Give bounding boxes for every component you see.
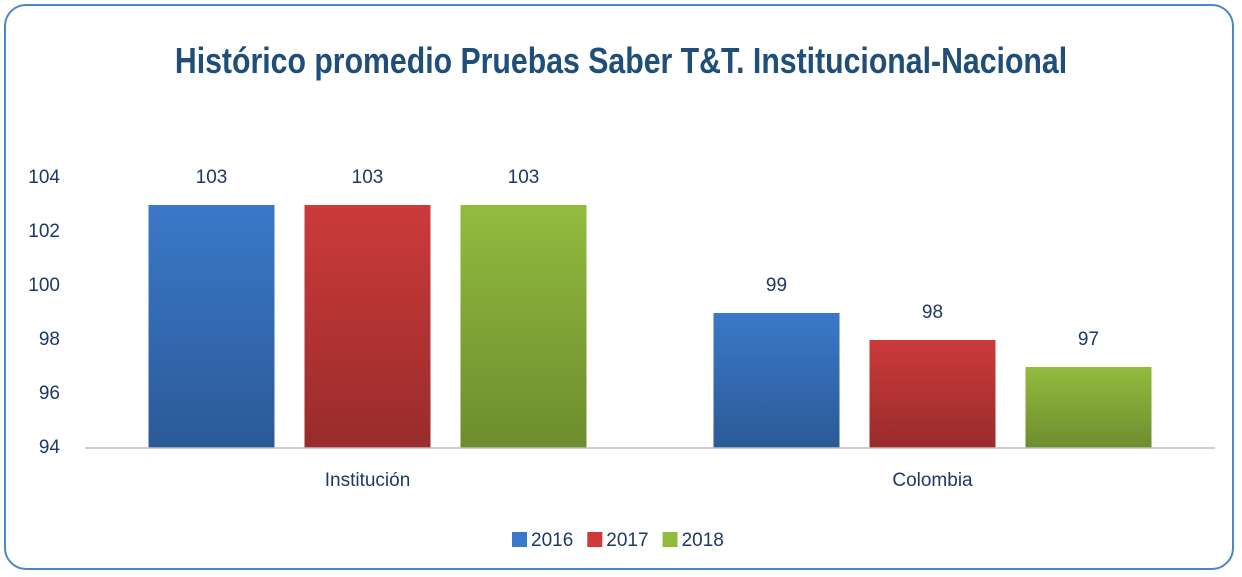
bar-shade <box>1025 367 1152 448</box>
legend-swatch <box>512 532 527 547</box>
data-label: 103 <box>508 167 540 188</box>
data-label: 103 <box>352 167 384 188</box>
y-tick-label: 94 <box>39 437 61 458</box>
data-label: 103 <box>196 167 228 188</box>
data-label: 99 <box>766 275 787 296</box>
y-tick-label: 96 <box>39 383 60 404</box>
x-tick-label: Institución <box>325 470 411 491</box>
data-label: 97 <box>1078 329 1099 350</box>
bar-shade <box>148 205 275 448</box>
bar-shade <box>869 340 996 448</box>
legend-swatch <box>662 532 678 547</box>
bar-shade <box>460 205 587 448</box>
legend-label: 2018 <box>682 530 724 551</box>
y-tick-label: 100 <box>28 275 60 296</box>
legend-swatch <box>587 532 603 547</box>
x-tick-label: Colombia <box>892 470 973 491</box>
chart-frame <box>4 4 1234 570</box>
legend-label: 2017 <box>606 530 648 551</box>
y-tick-label: 102 <box>28 221 60 242</box>
y-tick-label: 98 <box>39 329 60 350</box>
chart-title: Histórico promedio Pruebas Saber T&T. In… <box>174 40 1068 81</box>
data-label: 98 <box>922 302 943 323</box>
y-tick-label: 104 <box>28 167 60 188</box>
bar-shade <box>304 205 431 448</box>
legend-label: 2016 <box>531 530 573 551</box>
bar-shade <box>713 313 840 448</box>
